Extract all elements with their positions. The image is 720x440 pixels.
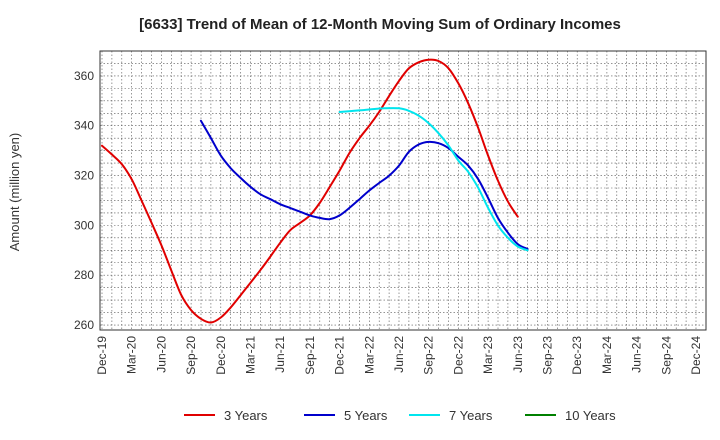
y-tick-labels: 260 280 300 320 340 360 [74, 69, 94, 332]
series-line-5-years [199, 119, 529, 250]
x-tick-label: Jun-24 [630, 336, 644, 373]
plot-frame [99, 50, 707, 331]
y-axis-label: Amount (million yen) [7, 133, 22, 252]
x-tick-label: Mar-20 [125, 336, 139, 374]
x-tick-label: Mar-24 [600, 336, 614, 374]
x-tick-label: Sep-23 [541, 336, 555, 375]
y-tick-label: 280 [74, 268, 94, 282]
x-tick-label: Dec-24 [689, 336, 703, 375]
plot-area [100, 51, 706, 330]
y-tick-label: 320 [74, 169, 94, 183]
chart-title: [6633] Trend of Mean of 12-Month Moving … [139, 16, 621, 33]
x-tick-label: Mar-21 [244, 336, 258, 374]
legend-label-5-years: 5 Years [344, 408, 388, 423]
x-tick-label: Mar-22 [362, 336, 376, 374]
series-line-7-years [338, 107, 529, 252]
x-tick-label: Dec-21 [333, 336, 347, 375]
y-tick-label: 340 [74, 119, 94, 133]
y-tick-label: 300 [74, 218, 94, 232]
x-tick-label: Jun-21 [273, 336, 287, 373]
x-tick-label: Sep-20 [184, 336, 198, 375]
legend: 3 Years 5 Years 7 Years 10 Years [184, 408, 616, 423]
x-tick-label: Dec-20 [214, 336, 228, 375]
x-tick-label: Dec-23 [570, 336, 584, 375]
legend-label-3-years: 3 Years [224, 408, 268, 423]
legend-label-10-years: 10 Years [565, 408, 616, 423]
x-tick-label: Sep-24 [659, 336, 673, 375]
y-tick-label: 360 [74, 69, 94, 83]
x-tick-label: Dec-22 [451, 336, 465, 375]
x-tick-label: Jun-22 [392, 336, 406, 373]
x-tick-label: Mar-25 [719, 336, 720, 374]
legend-label-7-years: 7 Years [449, 408, 493, 423]
x-tick-label: Jun-20 [154, 336, 168, 373]
x-tick-label: Dec-19 [95, 336, 109, 375]
y-tick-label: 260 [74, 318, 94, 332]
x-tick-label: Sep-22 [422, 336, 436, 375]
x-tick-label: Jun-23 [511, 336, 525, 373]
x-tick-labels: Dec-19 Mar-20 Jun-20 Sep-20 Dec-20 Mar-21 Jun-… [95, 336, 720, 375]
series-lines [101, 58, 529, 324]
x-tick-label: Sep-21 [303, 336, 317, 375]
grid-lines [100, 50, 707, 330]
x-tick-label: Mar-23 [481, 336, 495, 374]
